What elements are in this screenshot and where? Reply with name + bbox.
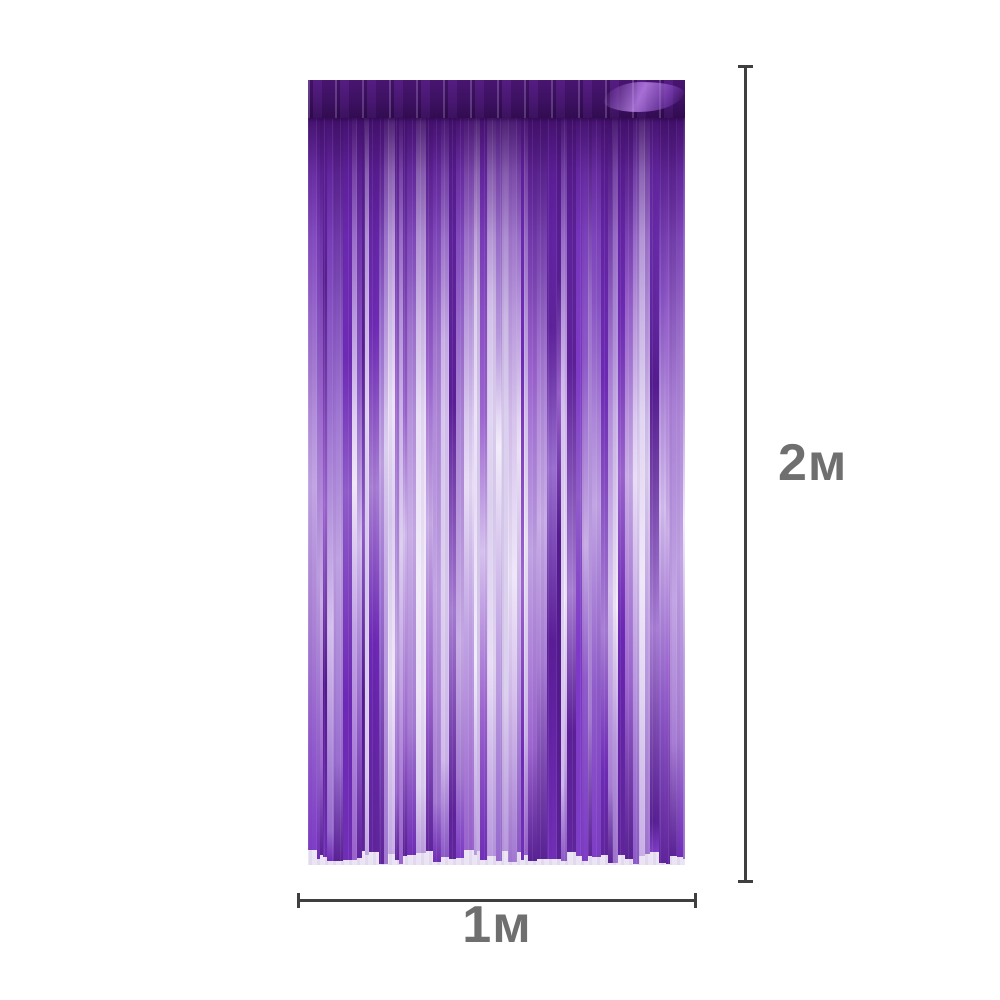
foil-strand [407, 108, 416, 856]
foil-strand [449, 108, 456, 859]
foil-strand [601, 108, 608, 855]
width-dimension-line [297, 893, 697, 908]
foil-strand [388, 108, 395, 854]
foil-strand [659, 108, 666, 864]
foil-strand [464, 108, 474, 851]
foil-strand [487, 108, 496, 856]
curtain-strands [308, 108, 685, 865]
dimension-tick-right [694, 893, 697, 908]
height-dimension-line [738, 65, 753, 883]
height-dimension-label: 2м [778, 434, 848, 492]
foil-strand [433, 108, 441, 863]
foil-strand [547, 108, 557, 859]
foil-strand [369, 108, 379, 852]
foil-strand [650, 108, 659, 853]
foil-strand [567, 108, 576, 853]
foil-strand [618, 108, 625, 855]
foil-strand [625, 108, 633, 860]
fringe-curtain-photo [308, 80, 685, 865]
width-dimension-label: 1м [462, 896, 532, 954]
foil-strand [508, 108, 517, 862]
dimension-tick-bottom [738, 880, 753, 883]
foil-strand [528, 108, 537, 861]
foil-strand [537, 108, 547, 859]
foil-strand [426, 108, 433, 852]
foil-strand [456, 108, 464, 859]
foil-strand [441, 108, 449, 857]
dimension-tick-left [297, 893, 300, 908]
foil-strand [416, 108, 426, 853]
foil-strand [683, 108, 685, 859]
foil-strand [308, 108, 317, 851]
dimension-tick-top [738, 65, 753, 68]
foil-strand [343, 108, 352, 861]
foil-strand [327, 108, 334, 861]
foil-strand [334, 108, 343, 862]
foil-strand [480, 108, 487, 861]
foil-strand [670, 108, 677, 857]
foil-strand [592, 108, 601, 857]
